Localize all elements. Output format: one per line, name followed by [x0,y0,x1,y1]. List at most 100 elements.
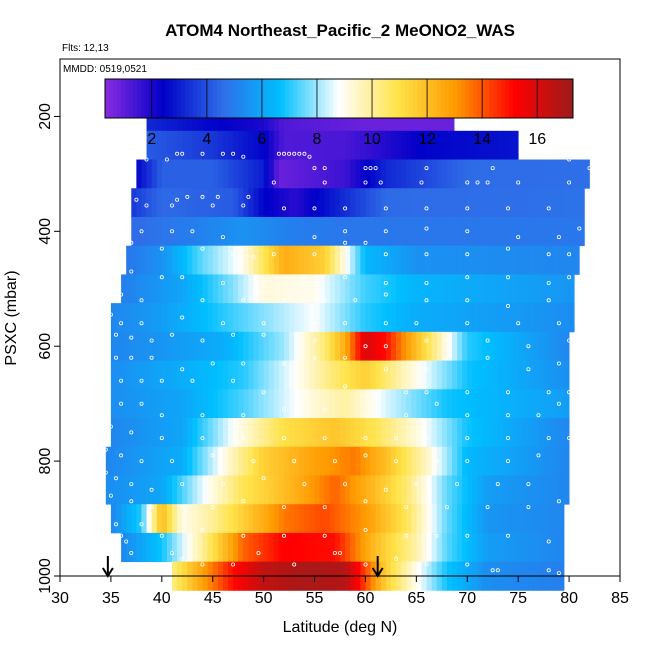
heatmap-cell [334,475,341,505]
heatmap-cell [467,303,473,333]
heatmap-cell [375,303,382,333]
heatmap-cell [329,418,336,448]
heatmap-row [110,331,570,361]
heatmap-cell [401,188,407,218]
sample-point [465,206,470,211]
sample-point [124,539,129,544]
heatmap-cell [233,418,239,448]
heatmap-cell [151,216,158,247]
heatmap-cell [141,159,147,189]
heatmap-cell [375,532,382,563]
heatmap-cell [228,532,234,563]
heatmap-cell [462,475,468,505]
heatmap-cell [574,245,580,275]
heatmap-cell [390,130,397,160]
heatmap-cell [233,216,239,247]
heatmap-cell [248,245,254,275]
colorbar-cell [213,79,218,118]
sample-point [129,430,134,435]
heatmap-cell [543,475,550,505]
heatmap-cell [497,532,504,563]
colorbar-cell [321,79,326,118]
heatmap-cell [110,418,117,448]
heatmap-cell [304,216,310,247]
heatmap-cell [513,159,519,189]
heatmap-cell [390,475,397,505]
colorbar-cell [189,79,194,118]
heatmap-cell [156,475,163,505]
heatmap-cell [452,245,458,275]
heatmap-cell [564,188,570,218]
colorbar-tick-label: 8 [313,131,322,148]
heatmap-cell [177,475,183,505]
heatmap-cell [105,446,112,476]
heatmap-cell [268,130,275,160]
heatmap-cell [421,159,427,189]
heatmap-cell [319,245,326,275]
heatmap-cell [314,188,321,218]
heatmap-cell [304,331,310,361]
heatmap-cell [462,331,468,361]
heatmap-cell [228,418,234,448]
heatmap-cell [329,245,336,275]
heatmap-cell [431,418,438,448]
sample-point [343,482,348,487]
heatmap-cell [314,446,321,476]
heatmap-cell [248,418,254,448]
heatmap-cell [543,389,550,419]
heatmap-cell [543,159,550,189]
sample-point [271,252,276,257]
heatmap-cell [278,360,285,390]
sample-point [251,255,256,260]
heatmap-cell [268,418,275,448]
heatmap-cell [202,360,209,390]
heatmap-cell [390,274,397,304]
heatmap-cell [375,159,382,189]
heatmap-cell [284,446,290,476]
heatmap-cell [564,446,570,476]
sample-point [302,390,307,395]
heatmap-cell [492,216,499,247]
heatmap-cell [116,389,122,419]
heatmap-cell [304,274,310,304]
heatmap-cell [564,360,570,390]
heatmap-cell [161,245,168,275]
heatmap-cell [304,446,310,476]
heatmap-cell [543,418,550,448]
sample-point [119,378,124,383]
heatmap-cell [217,504,224,534]
heatmap-cell [355,532,361,563]
heatmap-cell [172,188,178,218]
sample-point [383,292,388,297]
colorbar-gradient [105,79,574,118]
heatmap-cell [192,446,198,476]
heatmap-cell [487,446,494,476]
heatmap-cell [355,274,361,304]
sample-point [129,240,134,245]
sample-point [114,476,119,481]
colorbar-cell [493,79,498,118]
sample-point [210,505,215,510]
colorbar-cell [313,79,318,118]
colorbar-cell [533,79,538,118]
sample-point [200,194,205,199]
sample-point [567,390,572,395]
heatmap-cell [401,446,407,476]
sample-point [393,556,398,561]
heatmap-cell [222,418,229,448]
heatmap-row [131,216,585,247]
heatmap-cell [497,216,504,247]
heatmap-cell [431,389,438,419]
heatmap-cell [121,446,127,476]
heatmap-cell [238,360,244,390]
heatmap-cell [502,130,509,160]
colorbar-cell [125,79,130,118]
heatmap-cell [166,159,173,189]
sample-point [139,378,144,383]
heatmap-cell [350,446,356,476]
heatmap-cell [187,360,193,390]
heatmap-cell [502,504,509,534]
colorbar-cell [197,79,202,118]
down-arrow-icon [371,556,384,578]
sample-point [465,180,470,185]
